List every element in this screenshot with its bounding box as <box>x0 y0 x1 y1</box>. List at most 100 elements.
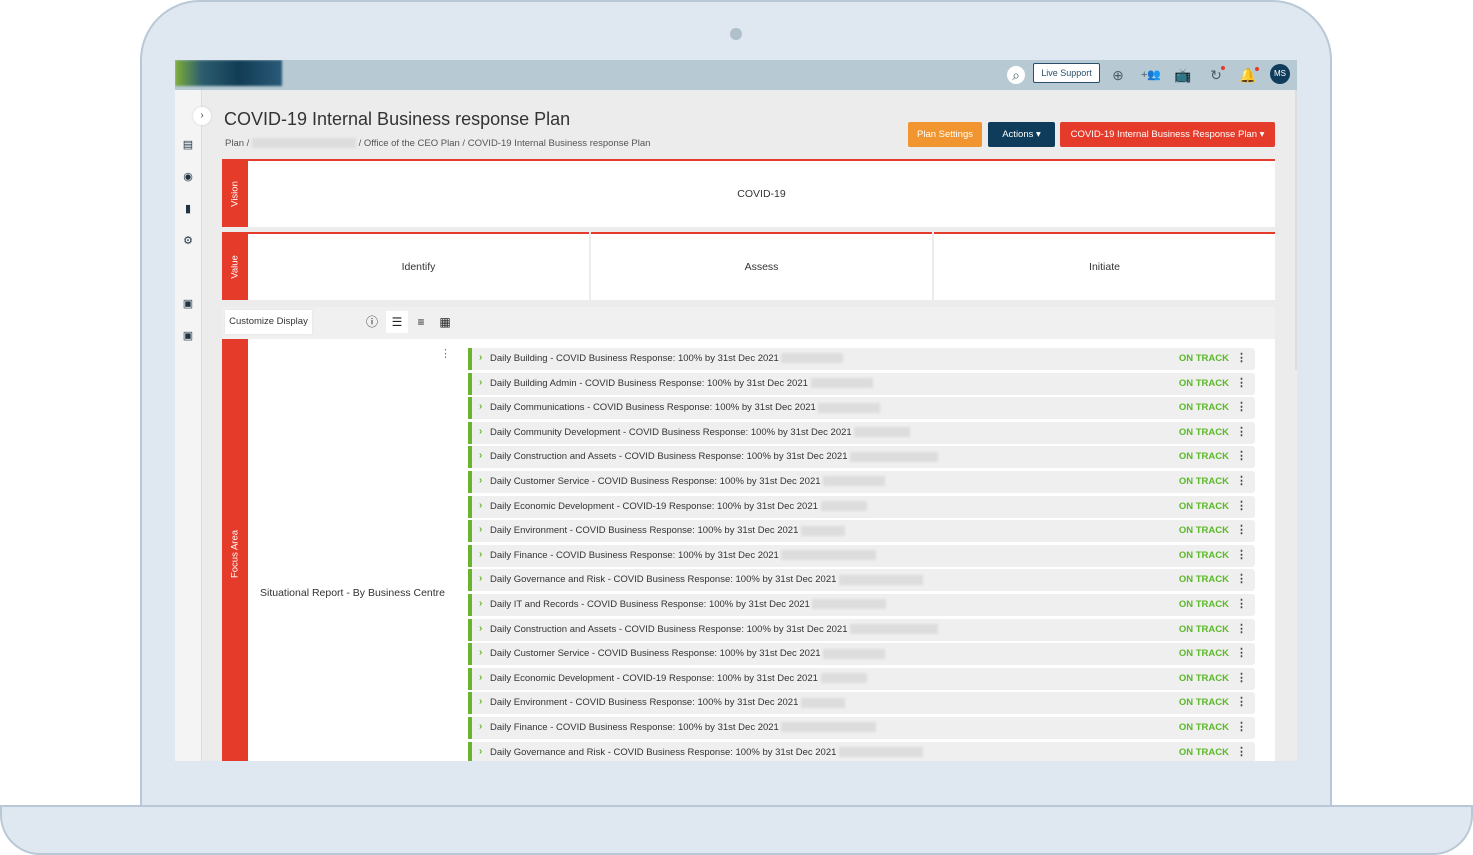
more-icon[interactable]: ⋮ <box>1236 573 1247 586</box>
chevron-right-icon[interactable]: › <box>479 475 483 486</box>
more-icon[interactable]: ⋮ <box>1236 622 1247 635</box>
item-label[interactable]: Daily Customer Service - COVID Business … <box>490 648 886 659</box>
value-identify[interactable]: Identify <box>248 232 589 300</box>
chevron-right-icon[interactable]: › <box>479 376 483 388</box>
list-item[interactable]: › Daily Construction and Assets - COVID … <box>468 446 1255 469</box>
list-item[interactable]: › Daily Environment - COVID Business Res… <box>468 520 1255 543</box>
list-item[interactable]: › Daily Building Admin - COVID Business … <box>468 372 1255 395</box>
chevron-right-icon[interactable]: › <box>479 524 483 536</box>
actions-button[interactable]: Actions ▾ <box>988 122 1055 147</box>
info-icon[interactable]: ⓘ <box>365 315 378 329</box>
item-label[interactable]: Daily Governance and Risk - COVID Busine… <box>490 574 924 585</box>
breadcrumb-plan[interactable]: Plan / <box>225 138 250 149</box>
chevron-right-icon[interactable]: › <box>479 647 483 659</box>
list-view-icon[interactable]: ☰ <box>386 311 408 333</box>
value-assess[interactable]: Assess <box>591 232 932 300</box>
bell-icon[interactable]: 🔔 <box>1239 67 1257 83</box>
gear-icon[interactable]: ⚙ <box>183 235 193 247</box>
list-item[interactable]: › Daily Customer Service - COVID Busines… <box>468 471 1255 493</box>
more-icon[interactable]: ⋮ <box>1236 425 1247 438</box>
live-support-button[interactable]: Live Support <box>1033 63 1100 83</box>
item-label[interactable]: Daily Construction and Assets - COVID Bu… <box>490 451 939 462</box>
list-item[interactable]: › Daily Governance and Risk - COVID Busi… <box>468 741 1255 761</box>
tv-icon[interactable]: 📺 <box>1174 67 1192 83</box>
chevron-right-icon[interactable]: › <box>479 425 483 437</box>
more-icon[interactable]: ⋮ <box>1236 499 1247 512</box>
value-initiate[interactable]: Initiate <box>934 232 1275 300</box>
more-icon[interactable]: ⋮ <box>1236 352 1247 364</box>
contact-icon[interactable]: ▣ <box>182 330 194 342</box>
chevron-right-icon[interactable]: › <box>479 573 483 585</box>
more-icon[interactable]: ⋮ <box>1236 647 1247 660</box>
focus-area-name[interactable]: Situational Report - By Business Centre <box>260 587 446 599</box>
scrollbar[interactable] <box>1295 90 1297 370</box>
clipboard-icon[interactable]: ▣ <box>182 298 194 310</box>
list-item[interactable]: › Daily Finance - COVID Business Respons… <box>468 544 1255 567</box>
target-icon[interactable]: ◉ <box>183 171 193 183</box>
item-label[interactable]: Daily Building Admin - COVID Business Re… <box>490 378 873 389</box>
more-icon[interactable]: ⋮ <box>1236 598 1247 610</box>
item-label[interactable]: Daily Finance - COVID Business Response:… <box>490 550 877 561</box>
item-label[interactable]: Daily IT and Records - COVID Business Re… <box>490 599 887 610</box>
chevron-right-icon[interactable]: › <box>479 499 483 511</box>
more-icon[interactable]: ⋮ <box>1236 671 1247 684</box>
list-item[interactable]: › Daily Environment - COVID Business Res… <box>468 692 1255 715</box>
item-label[interactable]: Daily Communications - COVID Business Re… <box>490 402 881 413</box>
item-label[interactable]: Daily Building - COVID Business Response… <box>490 353 844 364</box>
chevron-right-icon[interactable]: › <box>479 450 483 462</box>
more-icon[interactable]: ⋮ <box>1236 475 1247 487</box>
item-label[interactable]: Daily Environment - COVID Business Respo… <box>490 697 846 708</box>
item-label[interactable]: Daily Customer Service - COVID Business … <box>490 476 886 487</box>
more-icon[interactable]: ⋮ <box>1236 376 1247 389</box>
avatar[interactable]: MS <box>1270 64 1290 84</box>
plan-settings-button[interactable]: Plan Settings <box>908 122 982 147</box>
chevron-right-icon[interactable]: › <box>479 745 483 757</box>
more-icon[interactable]: ⋮ <box>1236 548 1247 561</box>
add-icon[interactable]: ⊕ <box>1112 67 1124 83</box>
list-item[interactable]: › Daily Construction and Assets - COVID … <box>468 618 1255 641</box>
more-icon[interactable]: ⋮ <box>1236 524 1247 537</box>
breadcrumb-ceo[interactable]: / Office of the CEO Plan / <box>358 138 466 149</box>
chevron-right-icon[interactable]: › <box>479 598 483 609</box>
customize-display-button[interactable]: Customize Display <box>225 310 312 334</box>
item-label[interactable]: Daily Construction and Assets - COVID Bu… <box>490 624 939 635</box>
refresh-icon[interactable]: ↻ <box>1210 67 1222 83</box>
more-icon[interactable]: ⋮ <box>1236 450 1247 463</box>
list-item[interactable]: › Daily Community Development - COVID Bu… <box>468 421 1255 444</box>
chevron-right-icon[interactable]: › <box>479 671 483 683</box>
compact-view-icon[interactable]: ≡ <box>417 315 425 329</box>
chevron-right-icon[interactable]: › <box>479 352 483 363</box>
more-icon[interactable]: ⋮ <box>440 348 451 360</box>
list-item[interactable]: › Daily IT and Records - COVID Business … <box>468 594 1255 616</box>
list-item[interactable]: › Daily Economic Development - COVID-19 … <box>468 495 1255 518</box>
more-icon[interactable]: ⋮ <box>1236 696 1247 709</box>
expand-sidebar-button[interactable]: › <box>193 107 211 125</box>
card-view-icon[interactable]: ▦ <box>439 315 451 329</box>
plan-select-button[interactable]: COVID-19 Internal Business Response Plan… <box>1060 122 1275 147</box>
item-label[interactable]: Daily Environment - COVID Business Respo… <box>490 525 846 536</box>
add-user-icon[interactable]: +👥 <box>1141 69 1162 81</box>
chevron-right-icon[interactable]: › <box>479 696 483 708</box>
chart-icon[interactable]: ▮ <box>184 203 192 215</box>
chevron-right-icon[interactable]: › <box>479 622 483 634</box>
list-item[interactable]: › Daily Communications - COVID Business … <box>468 397 1255 420</box>
item-label[interactable]: Daily Economic Development - COVID-19 Re… <box>490 673 867 684</box>
chevron-right-icon[interactable]: › <box>479 401 483 413</box>
chevron-right-icon[interactable]: › <box>479 548 483 560</box>
list-item[interactable]: › Daily Customer Service - COVID Busines… <box>468 643 1255 666</box>
more-icon[interactable]: ⋮ <box>1236 745 1247 758</box>
item-label[interactable]: Daily Governance and Risk - COVID Busine… <box>490 747 924 758</box>
list-item[interactable]: › Daily Building - COVID Business Respon… <box>468 348 1255 370</box>
chevron-right-icon[interactable]: › <box>479 721 483 732</box>
item-label[interactable]: Daily Community Development - COVID Busi… <box>490 427 911 438</box>
item-label[interactable]: Daily Economic Development - COVID-19 Re… <box>490 501 867 512</box>
list-item[interactable]: › Daily Governance and Risk - COVID Busi… <box>468 569 1255 592</box>
item-label[interactable]: Daily Finance - COVID Business Response:… <box>490 722 877 733</box>
list-item[interactable]: › Daily Finance - COVID Business Respons… <box>468 717 1255 739</box>
more-icon[interactable]: ⋮ <box>1236 721 1247 733</box>
vision-text[interactable]: COVID-19 <box>248 161 1275 227</box>
dashboard-icon[interactable]: ▤ <box>182 139 194 151</box>
list-item[interactable]: › Daily Economic Development - COVID-19 … <box>468 667 1255 690</box>
search-icon[interactable]: ⌕ <box>1007 66 1025 84</box>
more-icon[interactable]: ⋮ <box>1236 401 1247 414</box>
